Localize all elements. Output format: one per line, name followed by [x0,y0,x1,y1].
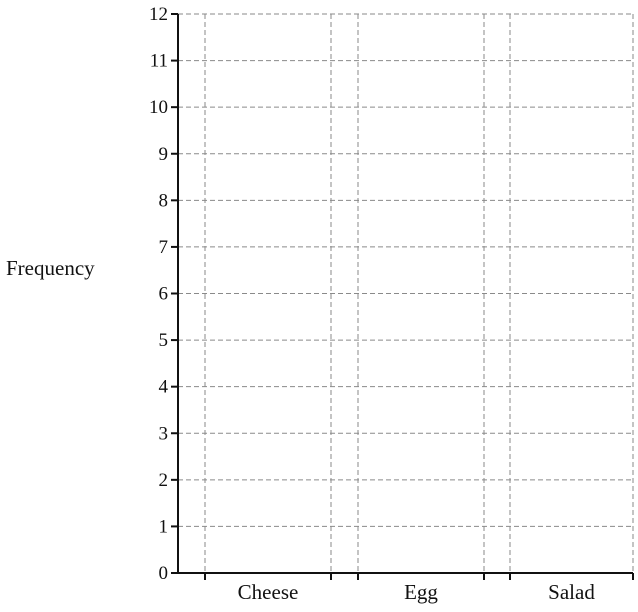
y-tick-label: 10 [149,97,168,118]
grid-layer [178,13,634,573]
y-tick-label: 5 [159,330,169,351]
x-tick-layer [204,573,634,580]
y-tick-label: 4 [159,377,169,398]
y-tick-label: 7 [159,237,169,258]
y-tick-label: 2 [159,470,169,491]
category-label-egg: Egg [404,580,438,604]
y-tick-label: 11 [150,51,168,72]
y-tick-label: 1 [159,516,169,537]
category-label-layer: Cheese Egg Salad [238,580,596,604]
y-tick-label: 0 [159,563,169,584]
y-tick-label: 6 [159,284,169,305]
y-tick-label: 12 [149,4,168,25]
category-label-salad: Salad [548,580,595,604]
y-tick-label: 3 [159,423,169,444]
y-tick-label: 9 [159,144,169,165]
category-label-cheese: Cheese [238,580,299,604]
y-axis-title: Frequency [6,256,95,280]
y-tick-label: 8 [159,190,169,211]
